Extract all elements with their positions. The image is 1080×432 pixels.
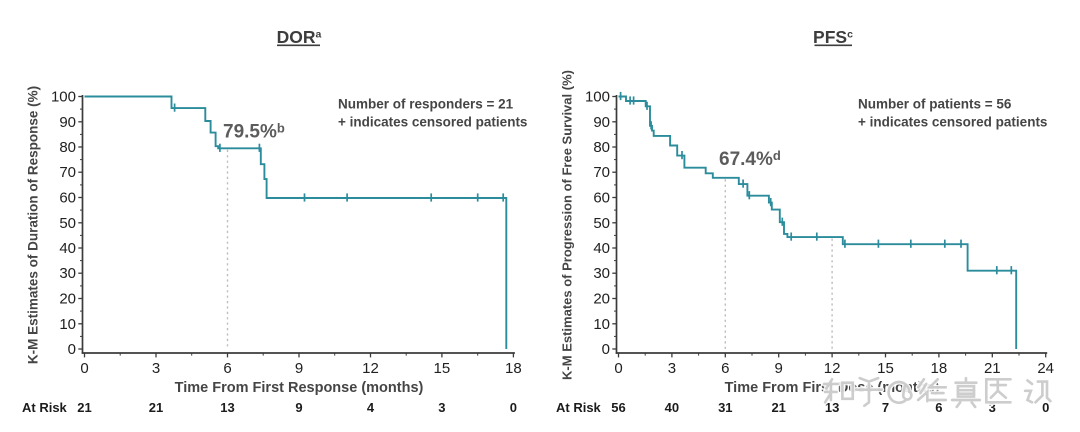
svg-text:9: 9 xyxy=(775,360,783,377)
svg-text:3: 3 xyxy=(668,360,676,377)
svg-text:21: 21 xyxy=(984,360,1001,377)
svg-text:9: 9 xyxy=(295,400,302,415)
svg-text:79.5%b: 79.5%b xyxy=(223,121,285,143)
svg-text:13: 13 xyxy=(825,400,839,415)
svg-text:40: 40 xyxy=(59,240,76,257)
svg-text:56: 56 xyxy=(611,400,625,415)
svg-text:60: 60 xyxy=(593,190,610,207)
svg-text:3: 3 xyxy=(989,400,996,415)
svg-text:90: 90 xyxy=(593,114,610,131)
svg-text:+ indicates censored patients: + indicates censored patients xyxy=(858,115,1047,130)
svg-text:K-M Estimates of Progression o: K-M Estimates of Progression of Free Sur… xyxy=(560,70,575,380)
svg-text:67.4%d: 67.4%d xyxy=(719,148,781,170)
svg-text:18: 18 xyxy=(931,360,948,377)
svg-text:K-M Estimates of Duration of R: K-M Estimates of Duration of Response (%… xyxy=(26,86,41,364)
svg-text:0: 0 xyxy=(602,341,610,358)
svg-text:100: 100 xyxy=(585,89,610,106)
svg-text:70: 70 xyxy=(593,164,610,181)
svg-text:24: 24 xyxy=(1037,360,1054,377)
svg-text:At Risk: At Risk xyxy=(556,400,602,415)
svg-text:6: 6 xyxy=(721,360,729,377)
svg-text:18: 18 xyxy=(505,360,522,377)
svg-text:21: 21 xyxy=(771,400,785,415)
svg-text:10: 10 xyxy=(593,316,610,333)
svg-text:10: 10 xyxy=(59,316,76,333)
svg-text:7: 7 xyxy=(882,400,889,415)
svg-text:PFSc: PFSc xyxy=(813,27,853,47)
svg-text:21: 21 xyxy=(149,400,163,415)
svg-text:4: 4 xyxy=(367,400,375,415)
svg-text:50: 50 xyxy=(593,215,610,232)
svg-text:50: 50 xyxy=(59,215,76,232)
svg-text:30: 30 xyxy=(59,265,76,282)
svg-text:60: 60 xyxy=(59,190,76,207)
svg-text:80: 80 xyxy=(59,139,76,156)
svg-text:DORa: DORa xyxy=(277,27,322,47)
svg-text:12: 12 xyxy=(362,360,379,377)
svg-text:15: 15 xyxy=(877,360,894,377)
svg-text:90: 90 xyxy=(59,114,76,131)
svg-text:80: 80 xyxy=(593,139,610,156)
svg-text:12: 12 xyxy=(824,360,841,377)
svg-text:3: 3 xyxy=(438,400,445,415)
svg-text:0: 0 xyxy=(68,341,76,358)
svg-text:6: 6 xyxy=(223,360,231,377)
svg-text:0: 0 xyxy=(510,400,517,415)
svg-text:+ indicates censored patients: + indicates censored patients xyxy=(338,115,527,130)
svg-text:0: 0 xyxy=(1042,400,1049,415)
svg-text:At Risk: At Risk xyxy=(22,400,68,415)
svg-text:70: 70 xyxy=(59,164,76,181)
svg-text:9: 9 xyxy=(295,360,303,377)
svg-text:21: 21 xyxy=(77,400,91,415)
svg-text:Number of responders = 21: Number of responders = 21 xyxy=(338,97,514,112)
svg-text:15: 15 xyxy=(434,360,451,377)
svg-text:20: 20 xyxy=(59,291,76,308)
svg-text:30: 30 xyxy=(593,265,610,282)
svg-text:20: 20 xyxy=(593,291,610,308)
svg-text:Time From First Response (mont: Time From First Response (months) xyxy=(175,380,424,396)
svg-text:Number of patients = 56: Number of patients = 56 xyxy=(858,97,1012,112)
svg-text:40: 40 xyxy=(665,400,679,415)
svg-text:6: 6 xyxy=(935,400,942,415)
svg-text:100: 100 xyxy=(51,89,76,106)
svg-text:40: 40 xyxy=(593,240,610,257)
svg-text:3: 3 xyxy=(152,360,160,377)
svg-text:0: 0 xyxy=(80,360,88,377)
svg-text:13: 13 xyxy=(220,400,234,415)
svg-text:0: 0 xyxy=(614,360,622,377)
svg-text:31: 31 xyxy=(718,400,732,415)
